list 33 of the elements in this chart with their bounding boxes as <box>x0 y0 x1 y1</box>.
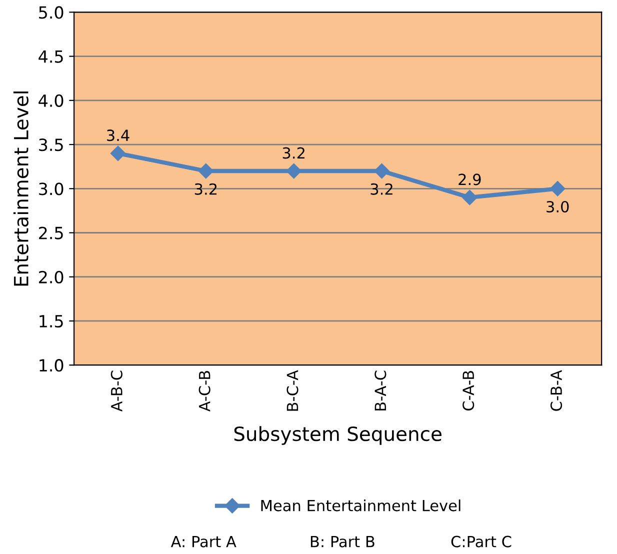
text: A: Part A <box>170 536 236 548</box>
x-tick-label: A-B-C <box>110 370 122 412</box>
y-axis-title: Entertainment Level <box>13 92 28 286</box>
y-tick-label: 4.5 <box>38 50 63 63</box>
x-tick-label: B-A-C <box>374 370 386 410</box>
x-tick-label: C-B-A <box>550 370 562 411</box>
point <box>550 181 566 196</box>
point <box>286 163 302 179</box>
data-label: 3.2 <box>194 183 217 195</box>
point <box>198 163 214 179</box>
data-label: 2.9 <box>458 174 481 186</box>
text: C:Part C <box>451 536 512 548</box>
y-tick-label: 3.0 <box>39 182 64 196</box>
data-label: 3.0 <box>546 200 569 213</box>
y-tick-label: 2.5 <box>39 226 63 240</box>
point <box>374 163 390 179</box>
x-axis-title: Subsystem Sequence <box>234 426 442 445</box>
y-tick-label: 1.5 <box>40 315 63 328</box>
x-tick-label: B-C-A <box>286 370 298 411</box>
x-tick-label: C-A-B <box>462 371 474 410</box>
legend-label: Mean Entertainment Level <box>261 500 460 512</box>
text: B: Part B <box>310 536 374 548</box>
point <box>110 146 126 161</box>
y-tick-label: 4.0 <box>38 94 64 107</box>
y-tick-label: 5.0 <box>39 6 64 19</box>
y-tick-label: 2.0 <box>39 270 64 284</box>
data-label: 3.4 <box>107 130 130 142</box>
data-label: 3.2 <box>370 183 392 195</box>
data-label: 3.2 <box>282 147 304 159</box>
point <box>462 190 478 206</box>
x-tick-label: A-C-B <box>198 371 210 412</box>
y-tick-label: 1.0 <box>40 359 64 372</box>
y-tick-label: 3.5 <box>39 138 63 152</box>
